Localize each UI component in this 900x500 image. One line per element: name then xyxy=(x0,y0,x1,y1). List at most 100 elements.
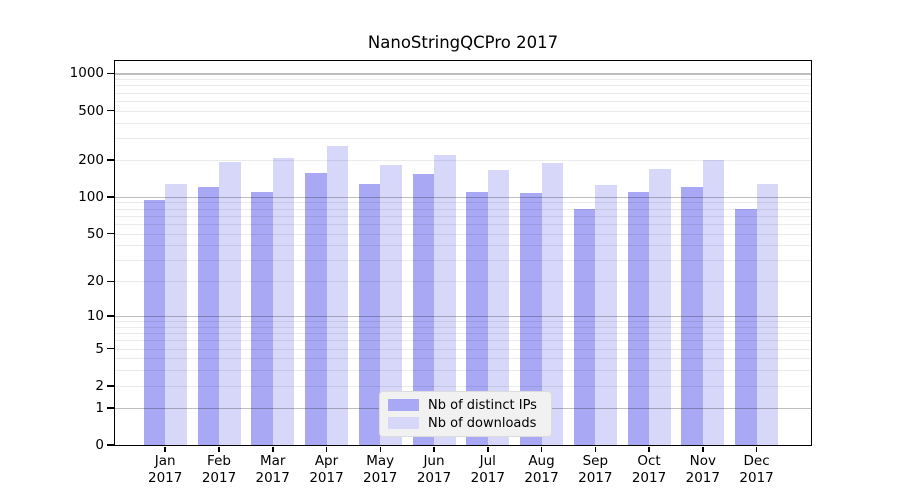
y-axis-label: 1 xyxy=(95,399,104,416)
x-axis-label-month: Jun xyxy=(423,453,445,469)
y-axis-label: 100 xyxy=(78,188,104,205)
y-axis-tick xyxy=(106,385,114,387)
y-axis-tick xyxy=(106,280,114,282)
x-axis-label-year: 2017 xyxy=(524,469,559,486)
gridline-minor xyxy=(115,385,811,387)
y-axis-tick xyxy=(106,196,114,198)
x-axis-tick xyxy=(218,446,220,452)
gridline-minor xyxy=(115,92,811,94)
x-axis-label-year: 2017 xyxy=(309,469,344,486)
gridline-major xyxy=(115,196,811,199)
x-axis-tick xyxy=(272,446,274,452)
gridline-minor xyxy=(115,208,811,210)
x-axis-tick xyxy=(755,446,758,452)
gridline-minor xyxy=(115,245,811,247)
bar-may-distinct-ips xyxy=(358,184,381,445)
bar-jul-distinct-ips xyxy=(466,192,488,445)
x-axis-label-month: Nov xyxy=(689,453,716,469)
legend-label-distinct-ips: Nb of distinct IPs xyxy=(428,397,537,413)
gridline-minor xyxy=(115,281,811,283)
x-axis-label-year: 2017 xyxy=(631,469,667,486)
x-axis-label: Dec 2017 xyxy=(725,453,789,486)
bar-nov-downloads xyxy=(702,159,725,445)
gridline-minor xyxy=(115,215,811,217)
gridline-minor xyxy=(115,321,811,323)
gridline-minor xyxy=(115,138,811,139)
bar-jan-downloads xyxy=(165,184,187,445)
gridline-minor xyxy=(115,340,811,342)
x-axis-label-month: May xyxy=(366,453,395,469)
bar-jul-downloads xyxy=(487,170,510,445)
legend-swatch-downloads xyxy=(388,417,419,429)
x-axis-tick xyxy=(487,446,489,452)
x-axis-label-year: 2017 xyxy=(685,469,720,486)
y-axis-tick xyxy=(106,315,114,317)
gridline-minor xyxy=(115,110,811,112)
bar-jun-downloads xyxy=(434,155,456,445)
x-axis-label-month: Aug xyxy=(528,453,555,469)
y-axis-tick xyxy=(106,159,114,161)
y-axis-label: 0 xyxy=(95,437,104,453)
x-axis-label-year: 2017 xyxy=(416,469,452,486)
gridline-minor xyxy=(115,326,811,328)
bar-oct-distinct-ips xyxy=(627,192,649,445)
gridline-minor xyxy=(115,260,811,262)
x-axis-label-year: 2017 xyxy=(363,469,398,486)
x-axis-tick xyxy=(540,446,543,452)
x-axis-label-year: 2017 xyxy=(470,469,505,486)
bar-jan-distinct-ips xyxy=(143,199,166,445)
legend-swatch-distinct-ips xyxy=(388,399,419,411)
x-axis-tick xyxy=(648,446,650,452)
gridline-minor xyxy=(115,223,811,225)
y-axis-label: 500 xyxy=(78,102,104,119)
x-axis-label-month: Apr xyxy=(314,453,339,469)
x-axis-label-month: Jan xyxy=(154,453,176,469)
y-axis-tick xyxy=(106,109,114,112)
bar-nov-distinct-ips xyxy=(681,186,703,445)
legend: Nb of distinct IPs Nb of downloads xyxy=(379,391,552,437)
legend-label-downloads: Nb of downloads xyxy=(428,415,537,431)
y-axis-tick xyxy=(106,407,114,409)
x-axis-tick xyxy=(433,446,435,452)
gridline-minor xyxy=(115,159,811,161)
bar-feb-downloads xyxy=(219,161,241,445)
y-axis-tick xyxy=(106,347,114,350)
gridline-minor xyxy=(115,370,811,372)
y-axis-label: 50 xyxy=(86,225,104,242)
x-axis-label-year: 2017 xyxy=(578,469,613,486)
x-axis-label: Apr 2017 xyxy=(295,453,359,486)
bar-aug-distinct-ips xyxy=(520,193,542,445)
bar-sep-downloads xyxy=(595,185,617,445)
bar-jun-distinct-ips xyxy=(412,174,434,445)
x-axis-label-month: Mar xyxy=(259,453,286,469)
bar-mar-downloads xyxy=(272,157,295,445)
x-axis-label: Jan 2017 xyxy=(133,453,197,486)
y-axis-label: 2 xyxy=(95,377,104,394)
x-axis-label: Jun 2017 xyxy=(402,453,466,486)
x-axis-label-year: 2017 xyxy=(255,469,290,486)
x-axis-label-month: Jul xyxy=(479,453,496,469)
gridline-minor xyxy=(115,79,811,80)
x-axis-tick xyxy=(594,446,596,452)
x-axis-label: Aug 2017 xyxy=(510,453,574,486)
x-axis-tick xyxy=(325,446,328,452)
y-axis-label: 10 xyxy=(86,308,104,324)
x-axis-label: Jul 2017 xyxy=(456,453,520,486)
gridline-minor xyxy=(115,122,811,124)
bar-apr-downloads xyxy=(326,145,348,445)
x-axis-label: Oct 2017 xyxy=(617,453,681,486)
y-axis-label: 200 xyxy=(78,151,104,168)
x-axis-label-month: Oct xyxy=(637,453,661,469)
x-axis-label-year: 2017 xyxy=(739,469,774,486)
x-axis-label-month: Dec xyxy=(743,453,770,469)
bar-feb-distinct-ips xyxy=(197,186,219,445)
bar-sep-distinct-ips xyxy=(573,208,596,445)
gridline-minor xyxy=(115,348,811,350)
y-axis-label: 1000 xyxy=(69,65,104,82)
x-axis-tick xyxy=(164,446,166,452)
x-axis-label-year: 2017 xyxy=(201,469,237,486)
x-axis-label-month: Feb xyxy=(207,453,231,469)
x-axis-label: Nov 2017 xyxy=(671,453,735,486)
y-axis-tick xyxy=(106,444,114,446)
